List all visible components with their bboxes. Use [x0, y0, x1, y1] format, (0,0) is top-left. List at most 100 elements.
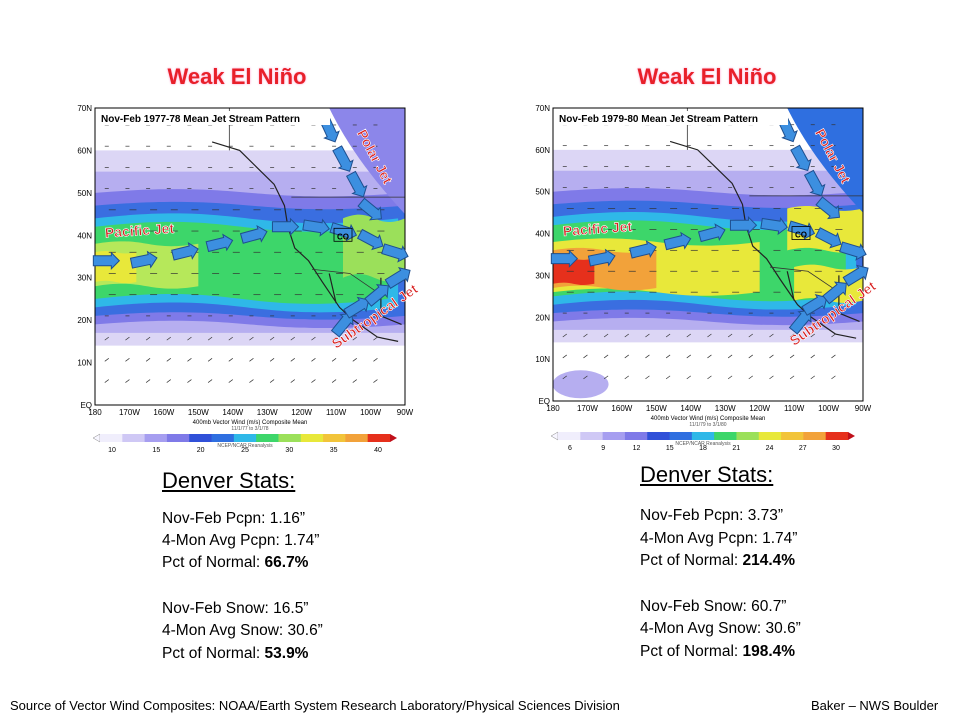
stat-line: Nov-Feb Snow: 16.5” — [162, 600, 308, 618]
wind-vector — [207, 379, 213, 383]
wind-vector — [249, 358, 254, 362]
jet-arrow — [345, 170, 368, 198]
colorbar-label: 6 — [568, 445, 572, 452]
state-box — [333, 227, 353, 242]
polar-lobe — [329, 108, 405, 215]
stat-value: 66.7% — [264, 554, 309, 571]
wind-vector — [810, 354, 815, 359]
colorbar-swatch — [580, 432, 604, 440]
lon-label: 170W — [577, 404, 598, 413]
map-caption: 400mb Vector Wind (m/s) Composite Mean — [651, 416, 766, 422]
lat-label: 10N — [77, 359, 92, 368]
colorbar-label: 10 — [108, 447, 116, 454]
wind-vector — [331, 379, 337, 383]
wind-band — [794, 264, 863, 303]
lon-label: 170W — [119, 408, 140, 417]
wind-vector — [583, 354, 588, 359]
colorbar-swatch — [669, 432, 693, 440]
wind-vector — [373, 358, 378, 362]
wind-vector — [104, 358, 109, 362]
state-box — [791, 226, 811, 240]
colorbar-label: 30 — [832, 445, 840, 452]
panel-title: Weak El Niño — [637, 64, 777, 89]
lon-label: 180 — [88, 408, 102, 417]
map-caption: 400mb Vector Wind (m/s) Composite Mean — [193, 420, 308, 426]
colorbar-label: 24 — [766, 445, 774, 452]
stat-label: Nov-Feb Snow: — [640, 598, 747, 615]
colorbar-label: 20 — [197, 447, 205, 454]
colorbar-tip — [390, 434, 397, 442]
lat-label: 70N — [77, 104, 92, 113]
colorbar-swatch — [278, 434, 302, 442]
stat-value: 214.4% — [742, 552, 796, 569]
author: Baker – NWS Boulder — [811, 698, 939, 713]
lon-label: 120W — [291, 408, 312, 417]
wind-vector — [352, 336, 357, 341]
wind-vector — [603, 333, 609, 338]
colorbar-swatch — [211, 434, 235, 442]
colorbar-swatch — [345, 434, 369, 442]
stat-label: Pct of Normal: — [640, 552, 739, 569]
jet-arrow — [205, 233, 234, 253]
wind-vector — [104, 336, 109, 341]
colorbar-swatch — [624, 432, 648, 440]
stat-value: 16.5” — [273, 600, 309, 617]
jet-arrow — [814, 227, 842, 249]
wind-vector — [665, 333, 671, 338]
stats-heading: Denver Stats: — [640, 462, 774, 487]
lat-label: EQ — [538, 397, 550, 406]
jet-arrow — [384, 266, 411, 289]
wind-vector — [166, 358, 171, 362]
colorbar-label: 9 — [601, 445, 605, 452]
colorbar-swatch — [300, 434, 324, 442]
wind-vector — [166, 379, 171, 383]
stat-value: 60.7” — [751, 598, 787, 615]
wind-vector — [290, 336, 295, 341]
colorbar-label: 18 — [699, 445, 707, 452]
wind-vector — [249, 379, 254, 383]
stat-value: 1.16” — [269, 510, 306, 527]
lon-label: 100W — [360, 408, 381, 417]
stat-line: Pct of Normal: 214.4% — [640, 552, 795, 570]
wind-vector — [810, 375, 815, 380]
lat-label: 60N — [77, 146, 92, 155]
lat-label: 40N — [77, 231, 92, 240]
wind-vector — [665, 354, 671, 359]
lat-label: 30N — [77, 274, 92, 283]
lon-label: 120W — [749, 404, 770, 413]
wind-vector — [290, 379, 295, 383]
lon-label: 100W — [818, 404, 839, 413]
wind-vector — [583, 333, 588, 338]
stat-line: 4-Mon Avg Pcpn: 1.74” — [162, 532, 319, 550]
stat-value: 53.9% — [264, 645, 309, 662]
stat-label: Nov-Feb Pcpn: — [162, 510, 266, 527]
lon-label: 150W — [188, 408, 209, 417]
colorbar-tip — [848, 432, 855, 440]
stat-label: 4-Mon Avg Pcpn: — [162, 532, 280, 549]
wind-vector — [228, 336, 233, 341]
colorbar-label: 21 — [732, 445, 740, 452]
wind-vector — [665, 375, 671, 380]
jet-arrow — [787, 220, 816, 240]
stat-line: Pct of Normal: 66.7% — [162, 554, 308, 572]
wind-vector — [104, 379, 109, 383]
wind-vector — [727, 375, 733, 380]
wind-vector — [748, 354, 753, 359]
colorbar: 10 15 20 25 30 35 40 NCEP/NCAR Reanalysis — [92, 433, 397, 454]
wind-vector — [145, 358, 151, 362]
lon-label: 90W — [855, 404, 872, 413]
jet-arrow — [356, 228, 384, 251]
jet-arrow — [271, 217, 300, 237]
wind-vector — [624, 375, 629, 380]
lon-label: 110W — [326, 408, 347, 417]
jet-arrow — [171, 242, 199, 261]
lat-label: 20N — [77, 316, 92, 325]
wind-vector — [686, 354, 691, 359]
wind-vector — [207, 336, 213, 341]
wind-vector — [331, 336, 337, 341]
wind-vector — [166, 336, 171, 341]
lat-label: 30N — [535, 271, 550, 280]
colorbar: 6 9 12 15 18 21 24 27 30 NCEP/NCAR Reanalysis — [550, 431, 855, 452]
wind-vector — [645, 354, 650, 359]
